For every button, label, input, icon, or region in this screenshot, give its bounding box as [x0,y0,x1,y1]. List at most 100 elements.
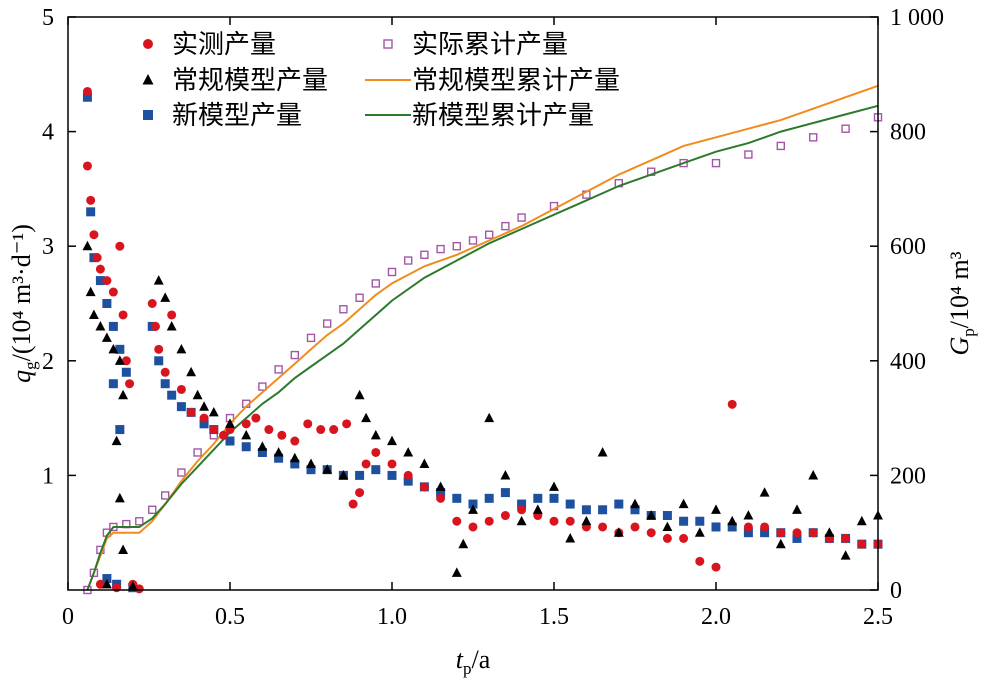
data-point [192,389,203,400]
data-point [186,407,196,417]
data-point [342,419,352,429]
chart-axes: 0 0.5 1.0 1.5 2.0 2.5 1 2 3 4 5 0 200 400 600 800 1 000 t… [7,5,978,678]
y-left-tick-label: 4 [42,120,54,146]
data-point [678,498,689,509]
data-point [361,459,371,469]
data-point [792,504,802,514]
data-point [452,241,461,251]
data-point [517,505,527,515]
data-point [727,515,738,526]
data-point [840,550,851,560]
data-point [273,447,284,457]
y-right-axis-title-sub: p [959,328,978,337]
legend-item: 新模型产量 [143,101,302,131]
data-point [258,382,267,391]
data-point [112,583,122,593]
x-tick-label: 1.0 [377,604,407,630]
data-point [289,452,300,463]
data-point [82,92,92,102]
data-point [646,528,656,538]
data-point [323,319,332,328]
data-point [727,522,737,532]
data-point [86,195,96,205]
data-point [387,267,397,277]
data-point [711,158,721,168]
x-axis-title: tp/a [456,645,491,678]
data-point [468,236,478,245]
plot-frame [67,16,879,591]
x-tick-label: 2.0 [701,604,731,630]
data-point [290,459,300,469]
data-point [776,141,785,151]
data-point [630,498,640,509]
data-point [290,436,300,446]
x-tick-label: 1.5 [539,604,569,630]
data-point [695,516,705,526]
data-point [135,517,144,526]
data-point [134,584,144,594]
legend-swatch [142,74,154,85]
data-point [101,332,112,342]
data-point [403,470,413,480]
data-point [177,468,186,477]
data-point [371,279,380,288]
data-point [435,481,446,491]
data-point [841,124,850,133]
data-point [95,579,105,589]
data-point [115,344,125,354]
data-point [403,476,413,486]
data-point [387,470,397,480]
data-point [257,447,267,457]
data-point [679,516,689,526]
data-point [792,533,802,543]
data-point [329,425,339,435]
data-point [121,356,131,366]
x-tick-label: 2.5 [863,604,893,630]
data-point [662,533,672,543]
data-point [500,470,511,480]
data-point [257,441,268,451]
data-point [114,355,125,365]
data-point [549,516,559,526]
data-point [468,504,478,514]
legend-item: 常规模型产量 [142,66,328,96]
legend-label: 新模型产量 [172,101,302,131]
data-point [102,574,112,584]
data-point [148,505,157,514]
data-point [743,522,753,532]
data-point [711,562,721,572]
x-axis-title-unit: /a [471,645,490,674]
data-point [82,240,93,251]
y-right-tick-label: 0 [890,578,902,604]
legend-item: 新模型累计产量 [365,101,594,131]
legend-item: 实测产量 [143,30,276,60]
data-point [436,244,445,254]
data-point [808,528,818,538]
data-point [484,412,495,423]
y-right-tick-label: 200 [890,463,926,489]
data-point [760,522,770,532]
data-point [339,305,348,314]
data-point [361,412,372,423]
data-point [176,384,186,394]
data-point [549,481,559,491]
data-point [419,482,429,492]
data-point [115,241,125,251]
data-point [154,356,164,366]
data-point [679,158,688,168]
series-line [86,84,879,591]
y-right-tick-label: 400 [890,349,926,375]
legend-label: 常规模型产量 [172,66,328,96]
data-point [485,230,494,239]
data-point [118,310,128,320]
y-right-axis-title-main: G [945,337,974,356]
data-point [436,488,446,498]
data-point [111,435,122,446]
data-point [322,464,333,474]
series-2 [82,240,883,591]
y-left-tick-label: 2 [42,349,54,375]
data-point [102,276,112,286]
data-point [484,516,494,526]
